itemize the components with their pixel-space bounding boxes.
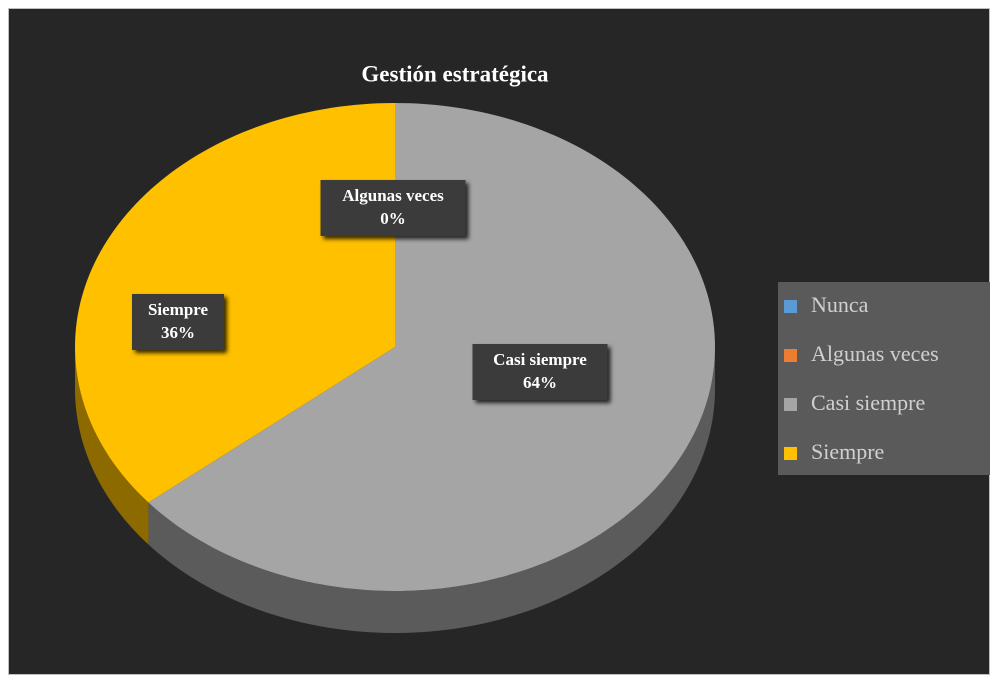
data-label-box	[320, 180, 466, 236]
legend-label: Nunca	[811, 292, 869, 317]
legend-swatch	[784, 398, 797, 411]
slice	[148, 103, 715, 591]
legend-swatch	[784, 300, 797, 313]
slice-side	[75, 347, 149, 545]
data-label-category: Casi siempre	[493, 350, 587, 369]
chart-title: Gestión estratégica	[361, 61, 549, 86]
legend	[778, 282, 990, 475]
legend-label: Casi siempre	[811, 390, 925, 415]
data-label-box	[132, 294, 224, 350]
data-label-box	[472, 344, 608, 400]
data-label: 64%	[523, 373, 557, 392]
legend-swatch	[784, 349, 797, 362]
legend-label: Siempre	[811, 439, 884, 464]
data-label: 36%	[161, 323, 195, 342]
data-label-category: Siempre	[148, 300, 209, 319]
slice-side	[148, 347, 715, 633]
data-label-category: Algunas veces	[342, 186, 444, 205]
slice	[75, 103, 396, 503]
legend-label: Algunas veces	[811, 341, 939, 366]
data-label: 0%	[380, 209, 406, 228]
legend-swatch	[784, 447, 797, 460]
